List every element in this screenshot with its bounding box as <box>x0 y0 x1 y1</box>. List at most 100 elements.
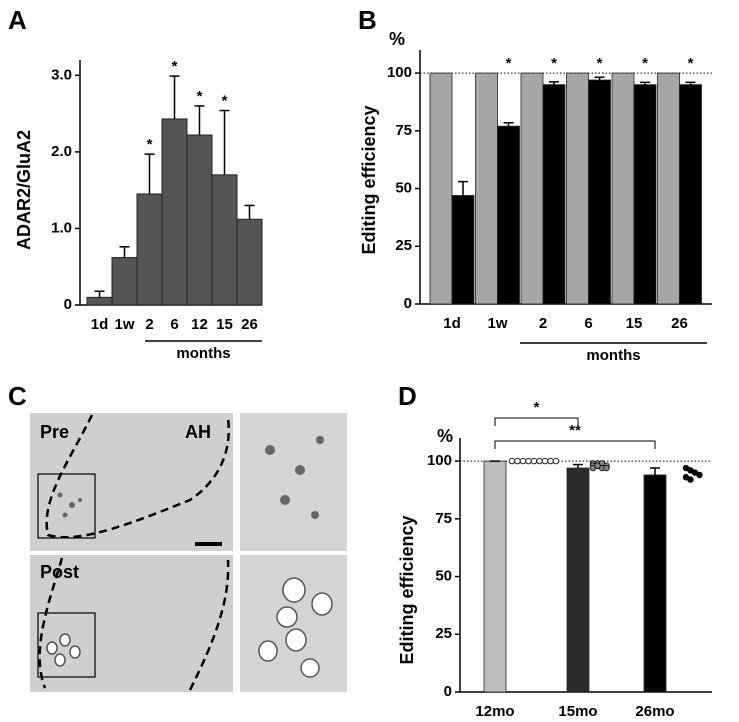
y-tick-label: 1.0 <box>51 219 72 236</box>
x-tick-label: 1d <box>91 316 109 333</box>
x-tick-label: 6 <box>170 316 178 333</box>
data-point <box>696 471 703 479</box>
bar <box>566 72 589 305</box>
y-tick-label: 75 <box>395 122 412 139</box>
image-pre-zoom <box>240 413 347 551</box>
y-tick-label: 100 <box>387 64 412 81</box>
x-tick-label: 15mo <box>558 703 597 720</box>
significance-marker: * <box>172 58 178 75</box>
panel-letter: A <box>8 5 27 35</box>
significance-bracket <box>494 417 579 426</box>
significance-bracket <box>494 440 656 449</box>
y-axis-label: Editing efficiency <box>359 105 379 254</box>
significance-marker: * <box>222 93 228 110</box>
significance-marker: * <box>197 88 203 105</box>
y-tick-label: 0 <box>444 683 452 700</box>
y-tick-label: 25 <box>435 625 452 642</box>
x-tick-label: 26 <box>241 316 258 333</box>
data-point <box>536 457 543 465</box>
bar <box>475 72 498 305</box>
data-point <box>519 457 527 465</box>
data-point <box>594 462 601 469</box>
bar <box>520 72 544 305</box>
data-point <box>603 464 610 472</box>
zoom-box <box>37 612 96 678</box>
bar <box>86 296 113 306</box>
image-label: AH <box>185 422 211 442</box>
image-label: Pre <box>40 422 69 442</box>
y-axis-label: ADAR2/GluA2 <box>14 130 34 250</box>
bar <box>611 72 635 305</box>
significance-marker: * <box>551 55 557 72</box>
bar <box>236 218 263 306</box>
x-tick-label: 1d <box>443 315 461 332</box>
unit-label: % <box>437 426 453 446</box>
y-tick-label: 0 <box>64 296 72 313</box>
x-tick-label: 12mo <box>475 703 514 720</box>
vacuoles <box>46 577 333 678</box>
x-tick-label: 26 <box>671 315 688 332</box>
bar <box>136 193 163 306</box>
y-tick-label: 75 <box>435 510 452 527</box>
x-tick-label: 2 <box>539 315 547 332</box>
y-tick-label: 2.0 <box>51 143 72 160</box>
cells <box>57 436 324 519</box>
panel-letter: D <box>398 381 417 411</box>
x-tick-label: 26mo <box>635 703 674 720</box>
data-point <box>687 476 694 483</box>
bar <box>161 118 188 306</box>
significance-marker: * <box>506 55 512 72</box>
significance-marker: * <box>642 55 648 72</box>
y-tick-label: 3.0 <box>51 66 72 83</box>
group-label: months <box>586 347 640 364</box>
significance-marker: * <box>147 136 153 153</box>
bar <box>483 460 507 693</box>
y-tick-label: 25 <box>395 237 412 254</box>
panel-letter: C <box>8 381 27 411</box>
x-tick-label: 1w <box>114 316 134 333</box>
significance-label: * <box>534 399 540 416</box>
zoom-box <box>37 473 96 539</box>
bar <box>211 174 238 306</box>
y-tick-label: 0 <box>404 295 412 312</box>
significance-label: ** <box>569 422 581 439</box>
group-label: months <box>176 345 230 362</box>
significance-marker: * <box>597 55 603 72</box>
data-point <box>514 457 521 465</box>
y-tick-label: 50 <box>435 568 452 585</box>
image-label: Post <box>40 562 79 582</box>
bar <box>643 474 667 693</box>
bar <box>657 72 680 305</box>
x-tick-label: 15 <box>626 315 643 332</box>
region-outline <box>45 414 230 539</box>
image-pre <box>30 413 233 551</box>
bar <box>566 467 590 693</box>
bar <box>542 84 566 305</box>
y-axis-label: Editing efficiency <box>397 515 417 664</box>
region-outline <box>38 557 230 691</box>
x-tick-label: 1w <box>487 315 507 332</box>
y-tick-label: 100 <box>427 452 452 469</box>
data-point <box>547 457 554 465</box>
bar <box>497 125 520 305</box>
bar <box>111 257 138 306</box>
panel-letter: B <box>358 5 377 35</box>
x-tick-label: 6 <box>584 315 592 332</box>
significance-marker: * <box>688 55 694 72</box>
data-point <box>525 457 532 465</box>
data-point <box>541 457 549 465</box>
bar <box>679 84 702 305</box>
y-tick-label: 50 <box>395 180 412 197</box>
bar <box>451 195 475 305</box>
image-post <box>30 555 233 692</box>
unit-label: % <box>389 29 405 49</box>
x-tick-label: 2 <box>145 316 153 333</box>
bar <box>186 134 213 306</box>
micrograph-panel: Pre AH Post C <box>8 381 347 692</box>
bar <box>429 72 453 305</box>
x-tick-label: 12 <box>191 316 208 333</box>
data-point <box>552 457 560 465</box>
bar <box>588 79 611 305</box>
bar <box>633 84 657 305</box>
